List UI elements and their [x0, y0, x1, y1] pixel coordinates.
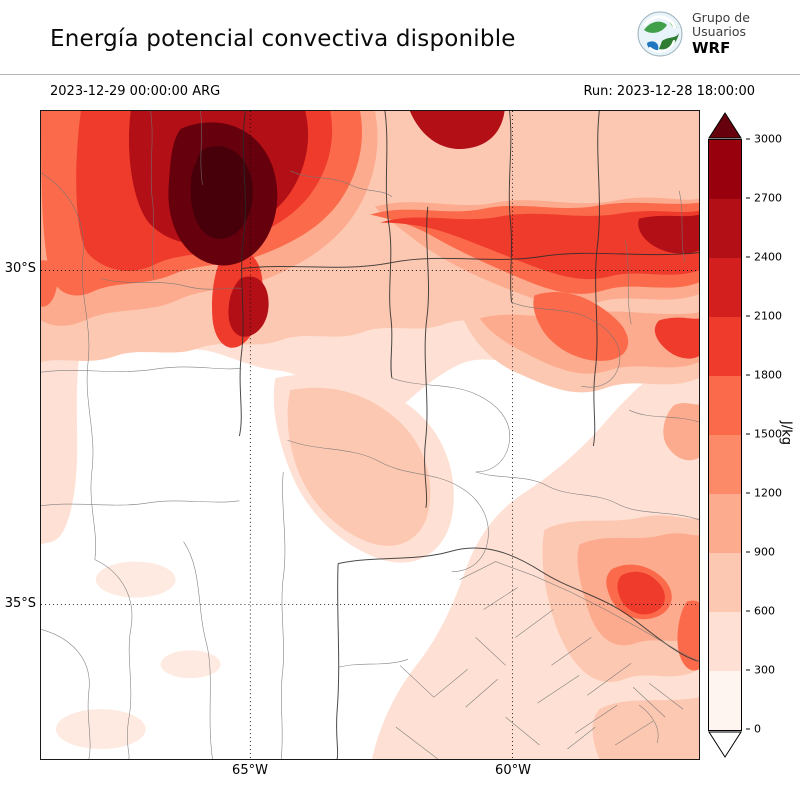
colorbar-unit-label: J/kg	[778, 421, 794, 445]
wrf-logo-text: Grupo de Usuarios WRF	[692, 10, 750, 57]
colorbar-arrow-up-shape	[708, 112, 742, 139]
colorbar-tick-label: 3000	[754, 132, 782, 146]
cape-map	[40, 110, 700, 760]
colorbar-tick-label: 300	[754, 663, 775, 677]
lat-tick-label-35s: 35°S	[4, 596, 36, 611]
valid-time-label: 2023-12-29 00:00:00 ARG	[50, 84, 221, 99]
colorbar-tick: 900	[746, 546, 775, 559]
colorbar-tick: 600	[746, 605, 775, 618]
colorbar-tick-mark	[746, 197, 750, 199]
colorbar-tick-mark	[746, 728, 750, 730]
colorbar-band	[709, 199, 741, 258]
colorbar-tick: 1200	[746, 487, 782, 500]
colorbar-tick: 1800	[746, 369, 782, 382]
lon-tick-label-65w: 65°W	[232, 763, 268, 778]
wrf-logo: Grupo de Usuarios WRF	[636, 10, 750, 58]
run-time-label: Run: 2023-12-28 18:00:00	[583, 84, 755, 99]
colorbar-band	[709, 435, 741, 494]
page-title: Energía potencial convectiva disponible	[50, 26, 516, 52]
colorbar-tick-mark	[746, 374, 750, 376]
wrf-globe-icon	[637, 11, 683, 57]
logo-line-2: Usuarios	[692, 24, 747, 40]
colorbar-band	[709, 258, 741, 317]
cape-map-canvas	[41, 111, 699, 759]
colorbar-tick-mark	[746, 610, 750, 612]
colorbar-tick-mark	[746, 315, 750, 317]
lat-tick-label-30s: 30°S	[4, 261, 36, 276]
colorbar-tick-mark	[746, 669, 750, 671]
colorbar-band	[709, 612, 741, 671]
colorbar-arrow-down	[708, 731, 742, 758]
colorbar-tick-mark	[746, 138, 750, 140]
colorbar-tick-mark	[746, 256, 750, 258]
cape-contour-field	[41, 111, 699, 759]
colorbar-arrow-down-shape	[708, 731, 742, 758]
colorbar-tick-label: 600	[754, 604, 775, 618]
colorbar-tick: 2100	[746, 310, 782, 323]
lon-tick-label-60w: 60°W	[495, 763, 531, 778]
logo-line-3: WRF	[692, 38, 731, 57]
colorbar-band	[709, 553, 741, 612]
colorbar-tick-label: 2400	[754, 250, 782, 264]
colorbar-tick-label: 2700	[754, 191, 782, 205]
colorbar-tick-label: 2100	[754, 309, 782, 323]
colorbar: 3000 2700 2400 2100 1800 1500 1200 900 600 300 0 J…	[708, 112, 800, 760]
colorbar-tick-mark	[746, 551, 750, 553]
colorbar-tick: 1500	[746, 428, 782, 441]
colorbar-tick: 0	[746, 723, 761, 736]
colorbar-tick: 2400	[746, 251, 782, 264]
map-gridlines	[41, 111, 699, 759]
colorbar-band	[709, 671, 741, 730]
colorbar-tick-label: 900	[754, 545, 775, 559]
colorbar-tick-label: 1500	[754, 427, 782, 441]
colorbar-bands	[708, 139, 742, 731]
colorbar-tick-label: 1200	[754, 486, 782, 500]
colorbar-tick: 2700	[746, 192, 782, 205]
colorbar-band	[709, 140, 741, 199]
header-divider	[0, 74, 800, 75]
colorbar-column	[708, 112, 742, 758]
colorbar-tick-mark	[746, 492, 750, 494]
province-boundaries-minor	[41, 111, 699, 759]
logo-line-1: Grupo de	[692, 10, 750, 25]
colorbar-tick-label: 0	[754, 722, 761, 736]
colorbar-tick-mark	[746, 433, 750, 435]
colorbar-tick: 300	[746, 664, 775, 677]
province-boundaries-major	[238, 111, 699, 759]
colorbar-arrow-up	[708, 112, 742, 139]
colorbar-tick-label: 1800	[754, 368, 782, 382]
colorbar-tick: 3000	[746, 133, 782, 146]
colorbar-band	[709, 494, 741, 553]
colorbar-ticks: 3000 2700 2400 2100 1800 1500 1200 900 600 300 0	[746, 133, 798, 736]
colorbar-band	[709, 317, 741, 376]
colorbar-band	[709, 376, 741, 435]
